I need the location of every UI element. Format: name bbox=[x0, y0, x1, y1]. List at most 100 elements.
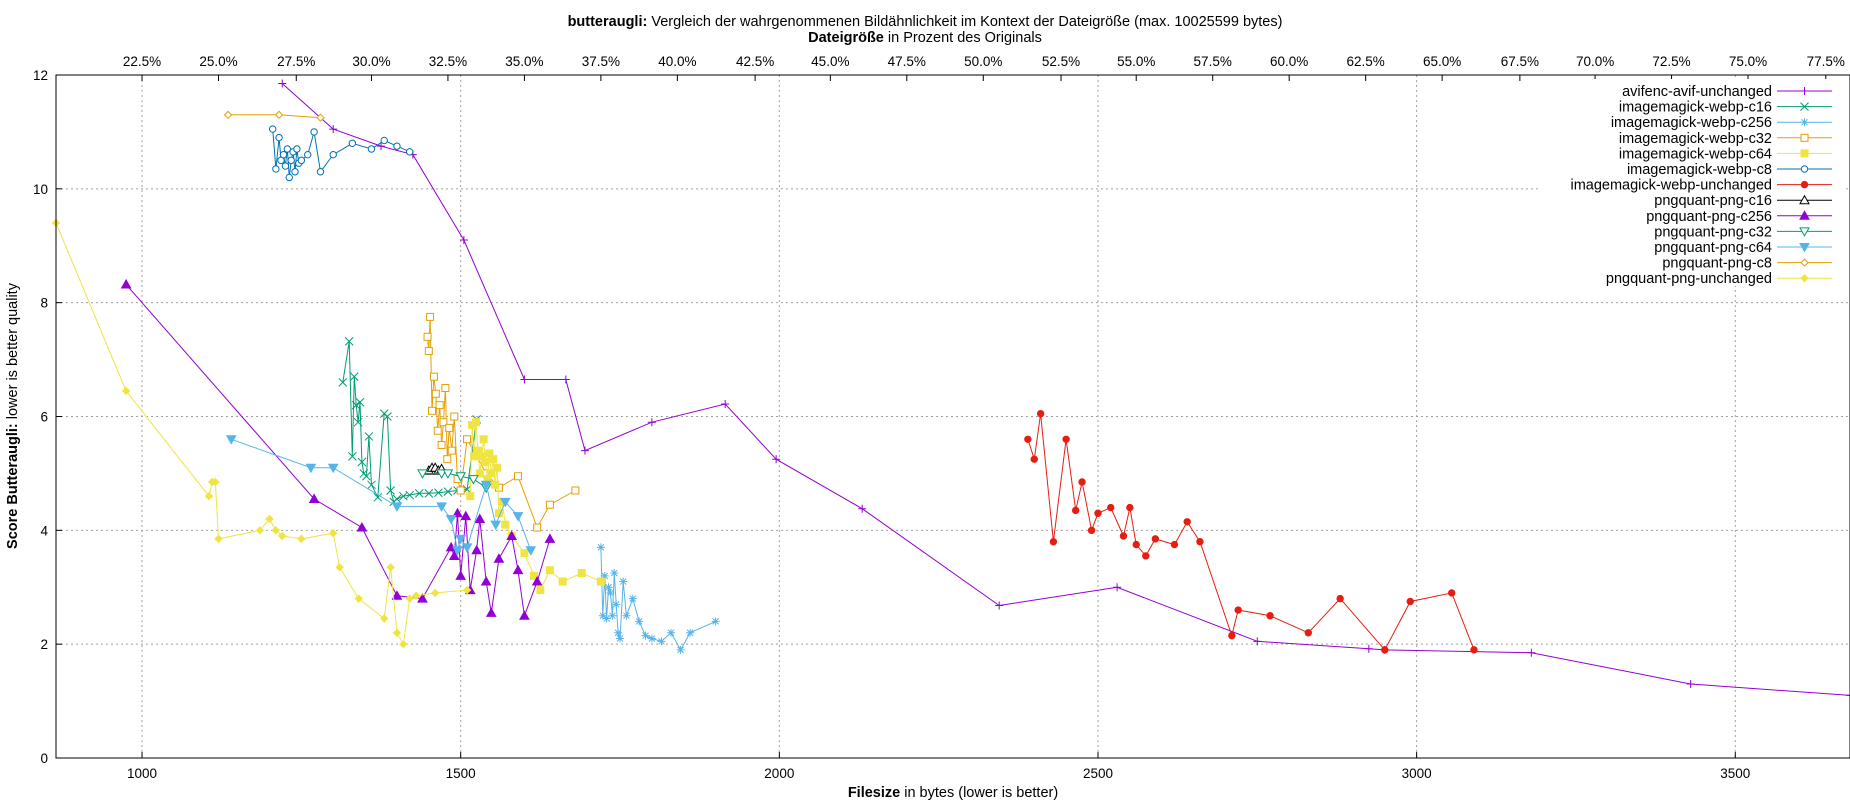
data-point bbox=[577, 569, 586, 578]
data-point bbox=[608, 611, 617, 620]
data-point bbox=[271, 526, 281, 535]
x2-tick-label: 65.0% bbox=[1423, 54, 1461, 69]
data-point bbox=[657, 637, 666, 646]
series-line bbox=[469, 422, 602, 592]
data-point bbox=[462, 585, 472, 595]
data-point bbox=[1078, 478, 1086, 486]
data-point bbox=[414, 488, 424, 498]
data-point bbox=[211, 477, 220, 487]
x2-tick-label: 75.0% bbox=[1729, 54, 1767, 69]
x-axis-label: Filesize in bytes (lower is better) bbox=[848, 785, 1058, 800]
data-point bbox=[596, 577, 605, 586]
x-tick-label: 1000 bbox=[127, 766, 157, 781]
x2-tick-label: 57.5% bbox=[1194, 54, 1232, 69]
data-point bbox=[255, 526, 265, 535]
x2-tick-label: 52.5% bbox=[1042, 54, 1080, 69]
data-point bbox=[436, 502, 447, 512]
data-point bbox=[1170, 540, 1179, 549]
data-point bbox=[445, 514, 457, 525]
data-point bbox=[348, 139, 357, 148]
data-point bbox=[600, 571, 609, 580]
data-point bbox=[279, 150, 288, 159]
data-point bbox=[344, 337, 354, 346]
data-point bbox=[316, 168, 325, 176]
data-point bbox=[1800, 118, 1809, 127]
data-point bbox=[479, 435, 488, 444]
series-line bbox=[231, 438, 532, 551]
data-point bbox=[275, 133, 283, 142]
data-point bbox=[1799, 210, 1810, 220]
chart-title-bold: butteraugli: bbox=[568, 14, 648, 30]
data-point bbox=[1800, 258, 1809, 267]
data-point bbox=[545, 500, 554, 509]
data-point bbox=[628, 594, 637, 603]
x-tick-label: 2000 bbox=[764, 766, 794, 781]
data-point bbox=[686, 628, 695, 637]
x2-tick-label: 27.5% bbox=[277, 54, 315, 69]
data-point bbox=[481, 458, 490, 467]
legend-entry: imagemagick-webp-c8 bbox=[1627, 162, 1832, 178]
data-point bbox=[1406, 597, 1414, 606]
data-point bbox=[1142, 552, 1150, 560]
x2-tick-label: 45.0% bbox=[811, 54, 849, 69]
series-layer bbox=[51, 79, 1850, 700]
data-point bbox=[356, 521, 368, 532]
data-point bbox=[459, 236, 468, 245]
data-point bbox=[383, 412, 392, 421]
legend-label: avifenc-avif-unchanged bbox=[1622, 84, 1772, 100]
data-point bbox=[490, 520, 502, 531]
data-point bbox=[596, 543, 605, 552]
data-point bbox=[647, 634, 656, 643]
data-point bbox=[604, 583, 613, 592]
legend-label: imagemagick-webp-c8 bbox=[1627, 162, 1772, 178]
data-point bbox=[512, 564, 524, 575]
y-tick-label: 8 bbox=[40, 296, 48, 311]
data-point bbox=[429, 372, 438, 381]
data-point bbox=[614, 628, 623, 637]
data-point bbox=[858, 504, 867, 513]
data-point bbox=[1447, 589, 1456, 597]
data-point bbox=[355, 397, 365, 407]
data-point bbox=[1799, 227, 1810, 237]
data-point bbox=[329, 528, 338, 538]
data-point bbox=[1071, 506, 1080, 515]
data-point bbox=[351, 400, 361, 410]
data-point bbox=[622, 611, 631, 620]
data-point bbox=[1087, 526, 1096, 535]
data-point bbox=[393, 142, 401, 150]
data-point bbox=[676, 645, 685, 654]
data-point bbox=[485, 607, 497, 617]
data-point bbox=[367, 480, 376, 490]
legend-label: imagemagick-webp-c256 bbox=[1611, 115, 1772, 131]
data-point bbox=[1364, 644, 1373, 653]
x2-tick-label: 32.5% bbox=[429, 54, 467, 69]
data-point bbox=[291, 168, 299, 176]
y-axis-label-bold: Score Butteraugli: bbox=[5, 423, 21, 549]
data-point bbox=[666, 628, 675, 637]
data-point bbox=[610, 569, 619, 578]
data-point bbox=[1228, 631, 1236, 640]
data-point bbox=[435, 401, 444, 410]
data-point bbox=[1527, 648, 1536, 657]
x2-tick-label: 72.5% bbox=[1652, 54, 1690, 69]
data-point bbox=[487, 469, 496, 478]
data-point bbox=[433, 426, 442, 435]
legend-label: imagemagick-webp-c32 bbox=[1619, 131, 1772, 147]
data-point bbox=[647, 418, 656, 427]
data-point bbox=[335, 563, 344, 572]
y-tick-label: 2 bbox=[40, 637, 48, 652]
legend-label: pngquant-png-c8 bbox=[1662, 256, 1772, 272]
series-pngquant-png-c8 bbox=[223, 110, 325, 122]
y-tick-label: 0 bbox=[40, 751, 48, 766]
chart-title: butteraugli: Vergleich der wahrgenommene… bbox=[568, 14, 1283, 30]
data-point bbox=[1800, 102, 1809, 111]
data-point bbox=[357, 457, 367, 467]
data-point bbox=[380, 614, 389, 623]
data-point bbox=[287, 156, 295, 165]
axis-ticks: 1000 1500 2000 2500 3000 3500 0 2 4 6 8 10 12 22.5% 25… bbox=[33, 54, 1845, 781]
data-point bbox=[424, 488, 434, 498]
data-point bbox=[214, 534, 223, 544]
data-point bbox=[1030, 455, 1038, 463]
y-tick-label: 6 bbox=[40, 410, 48, 425]
